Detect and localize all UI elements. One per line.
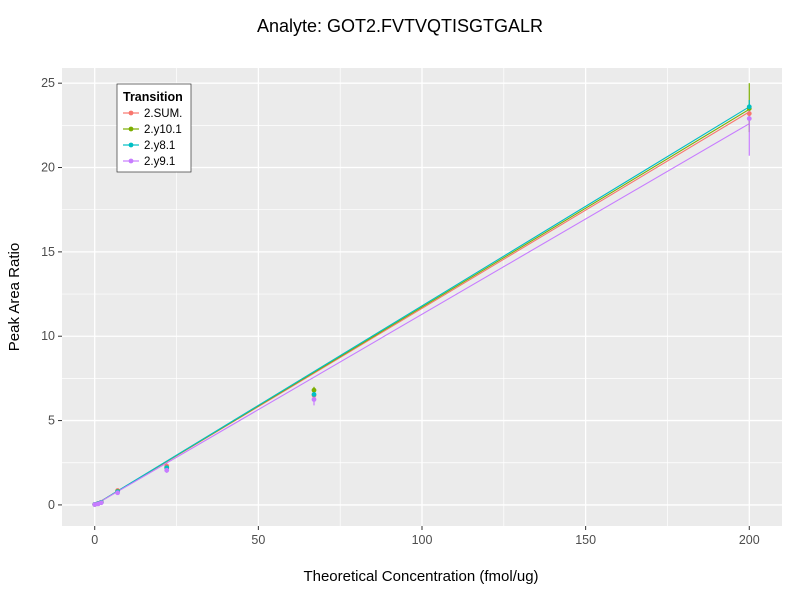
x-tick-label: 100 — [412, 533, 433, 547]
data-point — [746, 111, 752, 116]
x-tick-label: 150 — [575, 533, 596, 547]
y-tick-label: 10 — [41, 329, 55, 343]
y-tick-label: 20 — [41, 161, 55, 175]
legend-item-label: 2.y10.1 — [144, 124, 182, 136]
x-tick-label: 200 — [739, 533, 760, 547]
data-point — [164, 467, 170, 473]
legend-title: Transition — [123, 90, 183, 104]
data-point — [311, 392, 317, 397]
chart-title: Analyte: GOT2.FVTVQTISGTGALR — [257, 16, 543, 36]
fit-line — [94, 123, 750, 506]
legend-key-point — [128, 142, 134, 148]
y-tick-label: 0 — [48, 498, 55, 512]
data-point — [98, 500, 104, 506]
x-tick-label: 0 — [91, 533, 98, 547]
data-point — [115, 490, 121, 496]
data-point — [746, 104, 752, 110]
x-axis-title: Theoretical Concentration (fmol/ug) — [303, 568, 538, 585]
legend-key-point — [128, 158, 134, 164]
data-point — [311, 397, 317, 402]
legend-box — [116, 83, 192, 173]
data-point — [746, 116, 752, 122]
legend-key-point — [128, 126, 134, 132]
legend-item-label: 2.y9.1 — [144, 156, 175, 168]
x-tick-label: 50 — [251, 533, 265, 547]
data-point — [311, 387, 317, 393]
y-tick-label: 5 — [48, 414, 55, 428]
y-axis-title: Peak Area Ratio — [6, 243, 23, 351]
y-tick-label: 25 — [41, 76, 55, 90]
y-tick-label: 15 — [41, 245, 55, 259]
legend-item-label: 2.SUM. — [144, 108, 182, 120]
legend-item-label: 2.y8.1 — [144, 140, 175, 152]
fit-line — [94, 106, 750, 506]
legend-key-point — [128, 110, 134, 116]
chart-layers: 0 50 100 150 200 0 5 10 15 20 25 Transition 2.SUM. 2.… — [41, 68, 782, 547]
